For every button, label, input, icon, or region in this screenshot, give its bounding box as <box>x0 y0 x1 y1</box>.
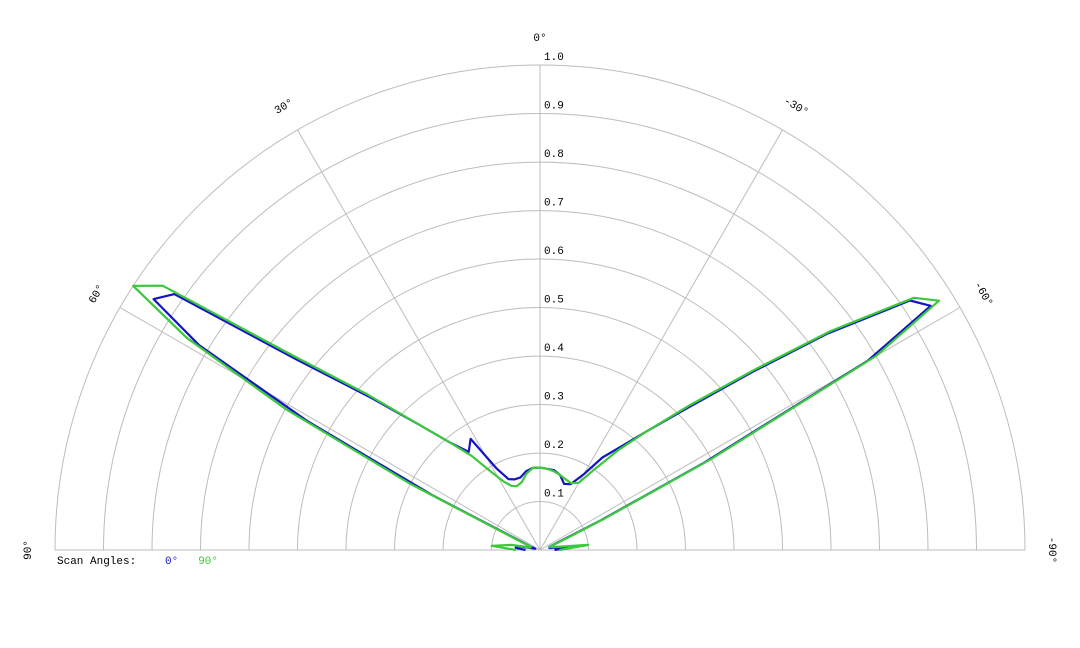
r-tick-label: 0.9 <box>544 100 564 112</box>
r-tick-label: 0.3 <box>544 391 564 403</box>
plot-area <box>132 284 941 552</box>
angle-tick-label: -30° <box>781 96 810 120</box>
r-tick-label: 0.8 <box>544 149 564 161</box>
angle-tick-label: 90° <box>23 540 35 560</box>
legend-entry: 0° <box>165 556 178 568</box>
grid-spoke <box>539 307 961 551</box>
r-tick-label: 0.7 <box>544 197 564 209</box>
r-tick-label: 0.6 <box>544 246 564 258</box>
angle-tick-label: 60° <box>87 283 107 306</box>
grid-spoke <box>297 129 541 551</box>
legend-title: Scan Angles: <box>57 556 136 568</box>
legend-entry: 90° <box>198 556 218 568</box>
r-tick-label: 0.2 <box>544 440 564 452</box>
r-tick-label: 1.0 <box>544 52 564 64</box>
angle-tick-label: -60° <box>971 280 995 309</box>
grid: 0.1 0.2 0.3 0.4 0.5 0.6 0.7 0.8 0.9 1.0 90° 60° 30° 0… <box>23 33 1057 563</box>
angle-tick-label: 0° <box>533 33 546 45</box>
r-tick-label: 0.5 <box>544 294 564 306</box>
r-tick-label: 0.1 <box>544 488 564 500</box>
r-tick-label: 0.4 <box>544 343 564 355</box>
grid-spoke <box>119 307 541 551</box>
angle-tick-label: -90° <box>1045 537 1057 563</box>
angle-tick-label: 30° <box>273 97 296 117</box>
series-line <box>152 293 932 552</box>
series-line <box>132 284 941 552</box>
